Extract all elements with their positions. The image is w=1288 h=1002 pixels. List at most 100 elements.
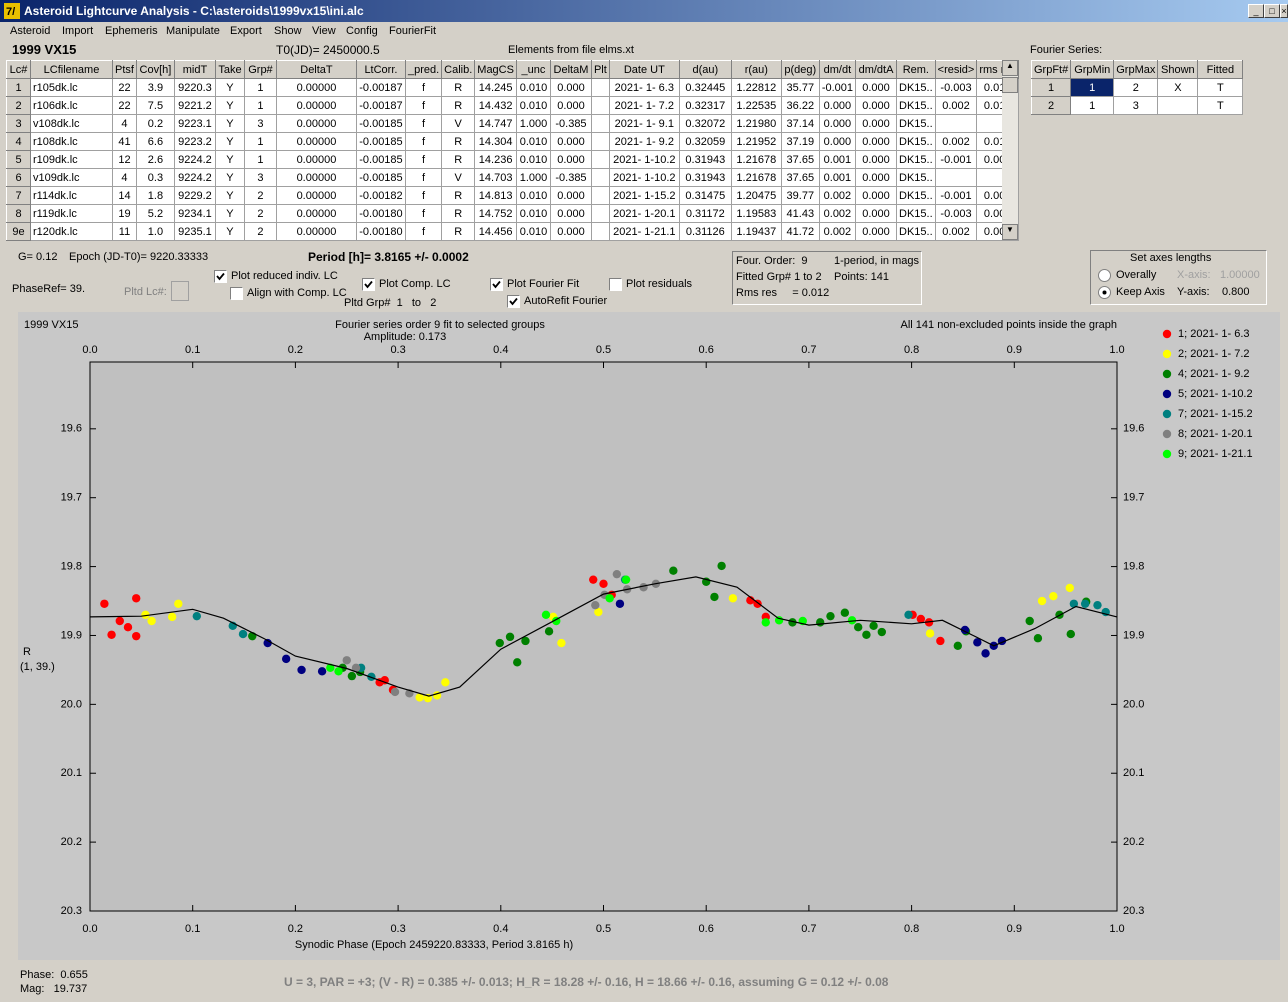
- cell[interactable]: [590, 222, 610, 241]
- cell[interactable]: 1.21678: [730, 150, 782, 169]
- cell[interactable]: Y: [214, 222, 245, 241]
- cell[interactable]: 0.000: [549, 78, 592, 97]
- cell[interactable]: [590, 96, 610, 115]
- column-header[interactable]: LtCorr.: [355, 60, 406, 79]
- cell[interactable]: 0.001: [818, 168, 857, 187]
- radio-label[interactable]: Keep Axis: [1116, 286, 1165, 298]
- cell[interactable]: f: [404, 204, 443, 223]
- column-header[interactable]: p(deg): [780, 60, 820, 79]
- column-header[interactable]: GrpMin: [1070, 60, 1115, 79]
- cell[interactable]: R: [441, 186, 476, 205]
- radio-button[interactable]: [1098, 286, 1111, 299]
- cell[interactable]: 9223.1: [173, 114, 216, 133]
- cell[interactable]: 14.752: [474, 204, 517, 223]
- cell[interactable]: 2: [243, 222, 277, 241]
- column-header[interactable]: Calib.: [441, 60, 476, 79]
- menu-item[interactable]: FourierFit: [389, 25, 437, 37]
- cell[interactable]: DK15..: [896, 204, 936, 223]
- cell[interactable]: DK15..: [896, 96, 936, 115]
- cell[interactable]: 3.9: [135, 78, 175, 97]
- cell[interactable]: f: [404, 222, 443, 241]
- cell[interactable]: 0.000: [818, 96, 857, 115]
- cell[interactable]: f: [404, 114, 443, 133]
- lc-spinner[interactable]: [171, 281, 189, 301]
- cell[interactable]: -0.001: [818, 78, 857, 97]
- column-header[interactable]: Take: [214, 60, 245, 79]
- cell[interactable]: 14.747: [474, 114, 517, 133]
- cell[interactable]: Y: [214, 114, 245, 133]
- cell[interactable]: 0.002: [934, 222, 978, 241]
- cell[interactable]: f: [404, 96, 443, 115]
- column-header[interactable]: Lc#: [6, 60, 31, 79]
- radio-button[interactable]: [1098, 269, 1111, 282]
- cell[interactable]: 1.22535: [730, 96, 782, 115]
- column-header[interactable]: Plt: [590, 60, 610, 79]
- menu-item[interactable]: Show: [274, 25, 302, 37]
- cell[interactable]: 0.002: [934, 132, 978, 151]
- cell[interactable]: 0.32317: [678, 96, 732, 115]
- cell[interactable]: [590, 132, 610, 151]
- cell[interactable]: 9235.1: [173, 222, 216, 241]
- cell[interactable]: 0.32059: [678, 132, 732, 151]
- scroll-up[interactable]: ▲: [1002, 60, 1018, 76]
- checkbox[interactable]: [230, 287, 243, 300]
- cell[interactable]: 2021- 1-20.1: [608, 204, 680, 223]
- cell[interactable]: 0.32072: [678, 114, 732, 133]
- cell[interactable]: 0.000: [549, 222, 592, 241]
- menu-item[interactable]: Import: [62, 25, 94, 37]
- cell[interactable]: 0.000: [855, 114, 898, 133]
- cell[interactable]: 37.19: [780, 132, 820, 151]
- cell[interactable]: 2021- 1- 9.2: [608, 132, 680, 151]
- cell[interactable]: 0.010: [515, 204, 551, 223]
- cell[interactable]: 0.31943: [678, 168, 732, 187]
- menu-item[interactable]: Asteroid: [10, 25, 51, 37]
- cell[interactable]: [934, 168, 978, 187]
- cell[interactable]: 2021- 1-21.1: [608, 222, 680, 241]
- maximize-button[interactable]: □: [1264, 4, 1280, 18]
- cell[interactable]: 14.456: [474, 222, 517, 241]
- column-header[interactable]: dm/dtA: [855, 60, 898, 79]
- cell[interactable]: 0.000: [549, 96, 592, 115]
- cell[interactable]: 1: [1070, 78, 1115, 97]
- cell[interactable]: V: [441, 168, 476, 187]
- cell[interactable]: 1.000: [515, 114, 551, 133]
- cell[interactable]: -0.00185: [355, 168, 406, 187]
- column-header[interactable]: Ptsf: [112, 60, 137, 79]
- cell[interactable]: [590, 168, 610, 187]
- cell[interactable]: 41.72: [780, 222, 820, 241]
- cell[interactable]: f: [404, 186, 443, 205]
- menu-item[interactable]: Ephemeris: [105, 25, 158, 37]
- row-header[interactable]: 7: [6, 186, 31, 205]
- cell[interactable]: 1: [243, 132, 277, 151]
- cell[interactable]: R: [441, 96, 476, 115]
- cell[interactable]: 39.77: [780, 186, 820, 205]
- cell[interactable]: -0.00187: [355, 78, 406, 97]
- column-header[interactable]: d(au): [678, 60, 732, 79]
- cell[interactable]: [590, 204, 610, 223]
- cell[interactable]: [1157, 96, 1199, 115]
- table-row[interactable]: 6 v109dk.lc 4 0.3 9224.2 Y 3 0.00000 -0.00185 f V 1…: [6, 168, 1020, 187]
- cell[interactable]: 0.002: [818, 186, 857, 205]
- cell[interactable]: -0.00180: [355, 222, 406, 241]
- cell[interactable]: 0.002: [818, 222, 857, 241]
- column-header[interactable]: _pred.: [404, 60, 443, 79]
- cell[interactable]: 14.432: [474, 96, 517, 115]
- cell[interactable]: 2021- 1-10.2: [608, 150, 680, 169]
- cell[interactable]: -0.00180: [355, 204, 406, 223]
- cell[interactable]: 1: [243, 96, 277, 115]
- column-header[interactable]: dm/dt: [818, 60, 857, 79]
- cell[interactable]: [934, 114, 978, 133]
- cell[interactable]: R: [441, 78, 476, 97]
- cell[interactable]: 9221.2: [173, 96, 216, 115]
- cell[interactable]: 0.00000: [275, 78, 357, 97]
- cell[interactable]: r106dk.lc: [30, 96, 113, 115]
- cell[interactable]: -0.385: [549, 168, 592, 187]
- cell[interactable]: 0.010: [515, 222, 551, 241]
- cell[interactable]: DK15..: [896, 114, 936, 133]
- cell[interactable]: 0.32445: [678, 78, 732, 97]
- table-row[interactable]: 9e r120dk.lc 11 1.0 9235.1 Y 2 0.00000 -0.00180 f…: [6, 222, 1020, 241]
- cell[interactable]: -0.385: [549, 114, 592, 133]
- column-header[interactable]: LCfilename: [30, 60, 113, 79]
- cell[interactable]: DK15..: [896, 150, 936, 169]
- table-row[interactable]: 3 v108dk.lc 4 0.2 9223.1 Y 3 0.00000 -0.00185 f V 1…: [6, 114, 1020, 133]
